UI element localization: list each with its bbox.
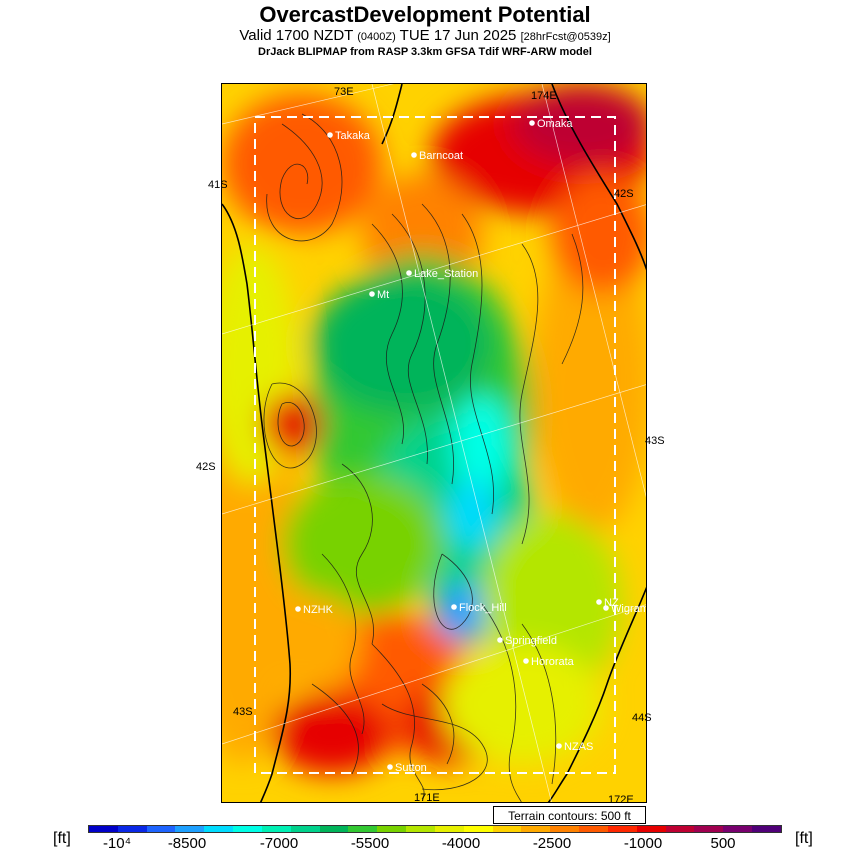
valid-main: Valid 1700 NZDT (239, 27, 354, 44)
site-label: Springfield (505, 635, 557, 647)
inner-domain-boundary (254, 116, 616, 774)
colorbar-swatch (463, 826, 493, 832)
site-dot (387, 764, 393, 770)
colorbar-swatch (723, 826, 753, 832)
site-dot (603, 605, 609, 611)
label-right-43s: 43S (645, 435, 665, 447)
colorbar-swatch (752, 826, 781, 832)
label-left-43s: 43S (233, 706, 253, 718)
colorbar-swatch (406, 826, 435, 832)
colorbar-tick-label: -10⁴ (102, 835, 132, 852)
forecast-info: [28hrFcst@0539z] (520, 31, 611, 43)
label-172e: 172E (608, 794, 634, 803)
colorbar-tick-label: -4000 (441, 835, 481, 852)
valid-date: TUE 17 Jun 2025 (399, 27, 517, 44)
site-label: Sutton (395, 762, 427, 774)
site-label: Mt (377, 289, 389, 301)
label-left-42s: 42S (196, 461, 216, 473)
colorbar-swatch (89, 826, 118, 832)
colorbar-swatch (233, 826, 262, 832)
forecast-map: Takaka Barncoat Omaka Lake_Station Mt NZHK Flo… (221, 83, 647, 803)
site-dot (411, 152, 417, 158)
site-label: Wigram (611, 603, 647, 615)
colorbar-swatch (348, 826, 378, 832)
site-dot (451, 604, 457, 610)
colorbar-tick-label: -7000 (259, 835, 299, 852)
site-label: NZHK (303, 604, 334, 616)
terrain-contours (263, 113, 584, 802)
colorbar-swatch (521, 826, 551, 832)
colorbar-swatch (261, 826, 291, 832)
colorbar-swatch (665, 826, 695, 832)
label-left-41s: 41S (208, 179, 228, 191)
colorbar-swatch (290, 826, 320, 832)
site-dot (406, 270, 412, 276)
colorbar-tick-label: -8500 (167, 835, 207, 852)
terrain-contours-note: Terrain contours: 500 ft (493, 806, 646, 824)
site-label: Barncoat (419, 150, 463, 162)
site-label: Hororata (531, 656, 575, 668)
colorbar-tick-label: -5500 (350, 835, 390, 852)
site-label: Flock_Hill (459, 602, 507, 614)
site-dot (295, 606, 301, 612)
site-dot (529, 120, 535, 126)
colorbar-swatch (117, 826, 147, 832)
chart-title: OvercastDevelopment Potential (259, 2, 591, 27)
colorbar-swatch (492, 826, 522, 832)
field-shading (222, 84, 646, 774)
colorbar-swatch (175, 826, 205, 832)
colorbar-unit-right: [ft] (795, 830, 813, 847)
label-171e: 171E (414, 792, 440, 803)
colorbar-tick-label: 500 (710, 835, 736, 852)
site-dot (523, 658, 529, 664)
valid-utc: (0400Z) (357, 31, 396, 43)
colorbar-swatch (550, 826, 580, 832)
colorbar-swatch (204, 826, 234, 832)
map-canvas: Takaka Barncoat Omaka Lake_Station Mt NZHK Flo… (222, 84, 647, 802)
site-label: NZAS (564, 741, 593, 753)
site-dot (369, 291, 375, 297)
graticule (222, 84, 646, 802)
colorbar-swatch (434, 826, 464, 832)
site-dot (497, 637, 503, 643)
colorbar-swatch (377, 826, 407, 832)
label-173e: 73E (334, 86, 354, 98)
valid-time-line: Valid 1700 NZDT (0400Z) TUE 17 Jun 2025 … (0, 27, 850, 44)
colorbar (88, 825, 782, 833)
label-174e: 174E (531, 90, 557, 102)
label-right-42s: 42S (614, 188, 634, 200)
colorbar-swatch (607, 826, 637, 832)
site-markers: Takaka Barncoat Omaka Lake_Station Mt NZHK Flo… (295, 118, 647, 774)
model-line: DrJack BLIPMAP from RASP 3.3km GFSA Tdif… (258, 46, 592, 58)
site-label: Omaka (537, 118, 573, 130)
site-dot (327, 132, 333, 138)
site-label: Lake_Station (414, 268, 478, 280)
coastline (222, 84, 646, 802)
label-right-44s: 44S (632, 712, 652, 724)
colorbar-tick-label: -2500 (532, 835, 572, 852)
colorbar-swatch (579, 826, 608, 832)
site-dot (556, 743, 562, 749)
colorbar-tick-label: -1000 (623, 835, 663, 852)
colorbar-unit-left: [ft] (53, 830, 71, 847)
colorbar-swatch (146, 826, 176, 832)
colorbar-swatch (319, 826, 349, 832)
colorbar-swatch (636, 826, 666, 832)
site-dot (596, 599, 602, 605)
colorbar-swatch (694, 826, 724, 832)
site-label: Takaka (335, 130, 371, 142)
